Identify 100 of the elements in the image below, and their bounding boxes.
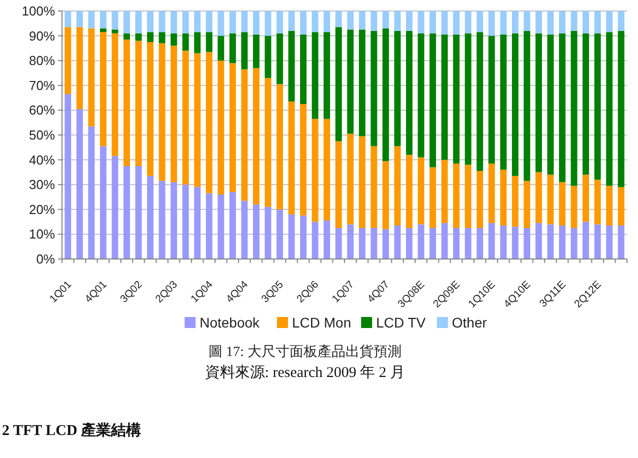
bar [264, 36, 272, 78]
bar [100, 32, 106, 146]
bar [229, 63, 236, 192]
text: 圖 17: 大尺寸面板產品出貨預測 [208, 344, 402, 360]
bar [194, 32, 201, 54]
bar [112, 156, 118, 259]
bar [147, 176, 154, 259]
bar [324, 11, 330, 32]
bar [464, 228, 472, 259]
bar [88, 126, 95, 259]
bar [524, 228, 530, 259]
bar [76, 11, 83, 28]
bar [76, 27, 83, 109]
bar [618, 30, 624, 188]
bar [218, 60, 224, 195]
bar [370, 146, 378, 228]
bar [64, 94, 72, 259]
bar [512, 11, 518, 34]
bar [135, 40, 142, 166]
bar [418, 11, 424, 34]
y-tick-label: 50% [28, 128, 56, 142]
y-tick-label: 100% [22, 4, 56, 18]
y-tick-label: 80% [28, 53, 56, 68]
bar [218, 36, 224, 61]
bar [158, 180, 166, 259]
bar [335, 141, 342, 228]
bar [394, 11, 401, 31]
y-tick-label: 0% [36, 252, 56, 266]
bar [347, 11, 354, 30]
bar [535, 223, 542, 259]
bar [182, 11, 189, 34]
bar [418, 157, 424, 224]
bar [276, 11, 283, 34]
bar [206, 193, 212, 259]
bar [206, 52, 212, 194]
bar [606, 32, 613, 186]
bar [559, 33, 566, 182]
bar [500, 170, 507, 226]
bar [229, 33, 236, 64]
bar [535, 172, 542, 224]
bar [464, 164, 472, 228]
bar [618, 226, 624, 259]
bar [406, 154, 412, 228]
bar [570, 30, 578, 186]
bar [170, 33, 178, 46]
bar [512, 226, 518, 259]
bar [476, 32, 484, 171]
y-tick-label: 30% [28, 177, 56, 192]
bar [264, 78, 272, 207]
bar [252, 34, 260, 68]
bar [418, 33, 424, 158]
bar [594, 11, 601, 34]
bar [158, 43, 166, 181]
bar [194, 11, 201, 32]
bar [64, 11, 72, 28]
bar [382, 229, 389, 259]
bar [147, 11, 154, 32]
legend-label: Notebook [200, 314, 261, 330]
bar [241, 32, 248, 70]
bar [312, 118, 318, 222]
bar [382, 11, 389, 28]
bar [524, 11, 530, 31]
bar [512, 176, 518, 227]
bar [547, 174, 554, 224]
bar [170, 46, 178, 182]
bar [394, 30, 401, 146]
source-note: 資料來源: research 2009 年 2 月 [204, 364, 406, 381]
bar [358, 136, 366, 228]
bar [441, 11, 448, 35]
bar [358, 228, 366, 259]
bar [430, 167, 436, 228]
bar [430, 228, 436, 259]
bar [547, 34, 554, 175]
bar [441, 34, 448, 160]
bar [582, 222, 590, 259]
bar [182, 50, 189, 185]
bar [194, 187, 201, 259]
bar [276, 84, 283, 210]
bar [64, 27, 72, 94]
bar [406, 228, 412, 259]
bar [559, 226, 566, 259]
bar [535, 11, 542, 34]
bar [524, 180, 530, 228]
bar [606, 226, 613, 259]
bar [453, 228, 460, 259]
bar [300, 104, 307, 216]
bar [535, 33, 542, 172]
bar [347, 134, 354, 224]
bar [382, 161, 389, 230]
legend-label: LCD TV [376, 314, 426, 330]
bar [124, 166, 130, 259]
bar [370, 30, 378, 146]
bar [112, 33, 118, 156]
bar [394, 146, 401, 226]
bar [288, 11, 295, 31]
bar [453, 11, 460, 35]
bar [124, 40, 130, 166]
bar [464, 11, 472, 34]
bar [370, 228, 378, 259]
bar [135, 166, 142, 259]
